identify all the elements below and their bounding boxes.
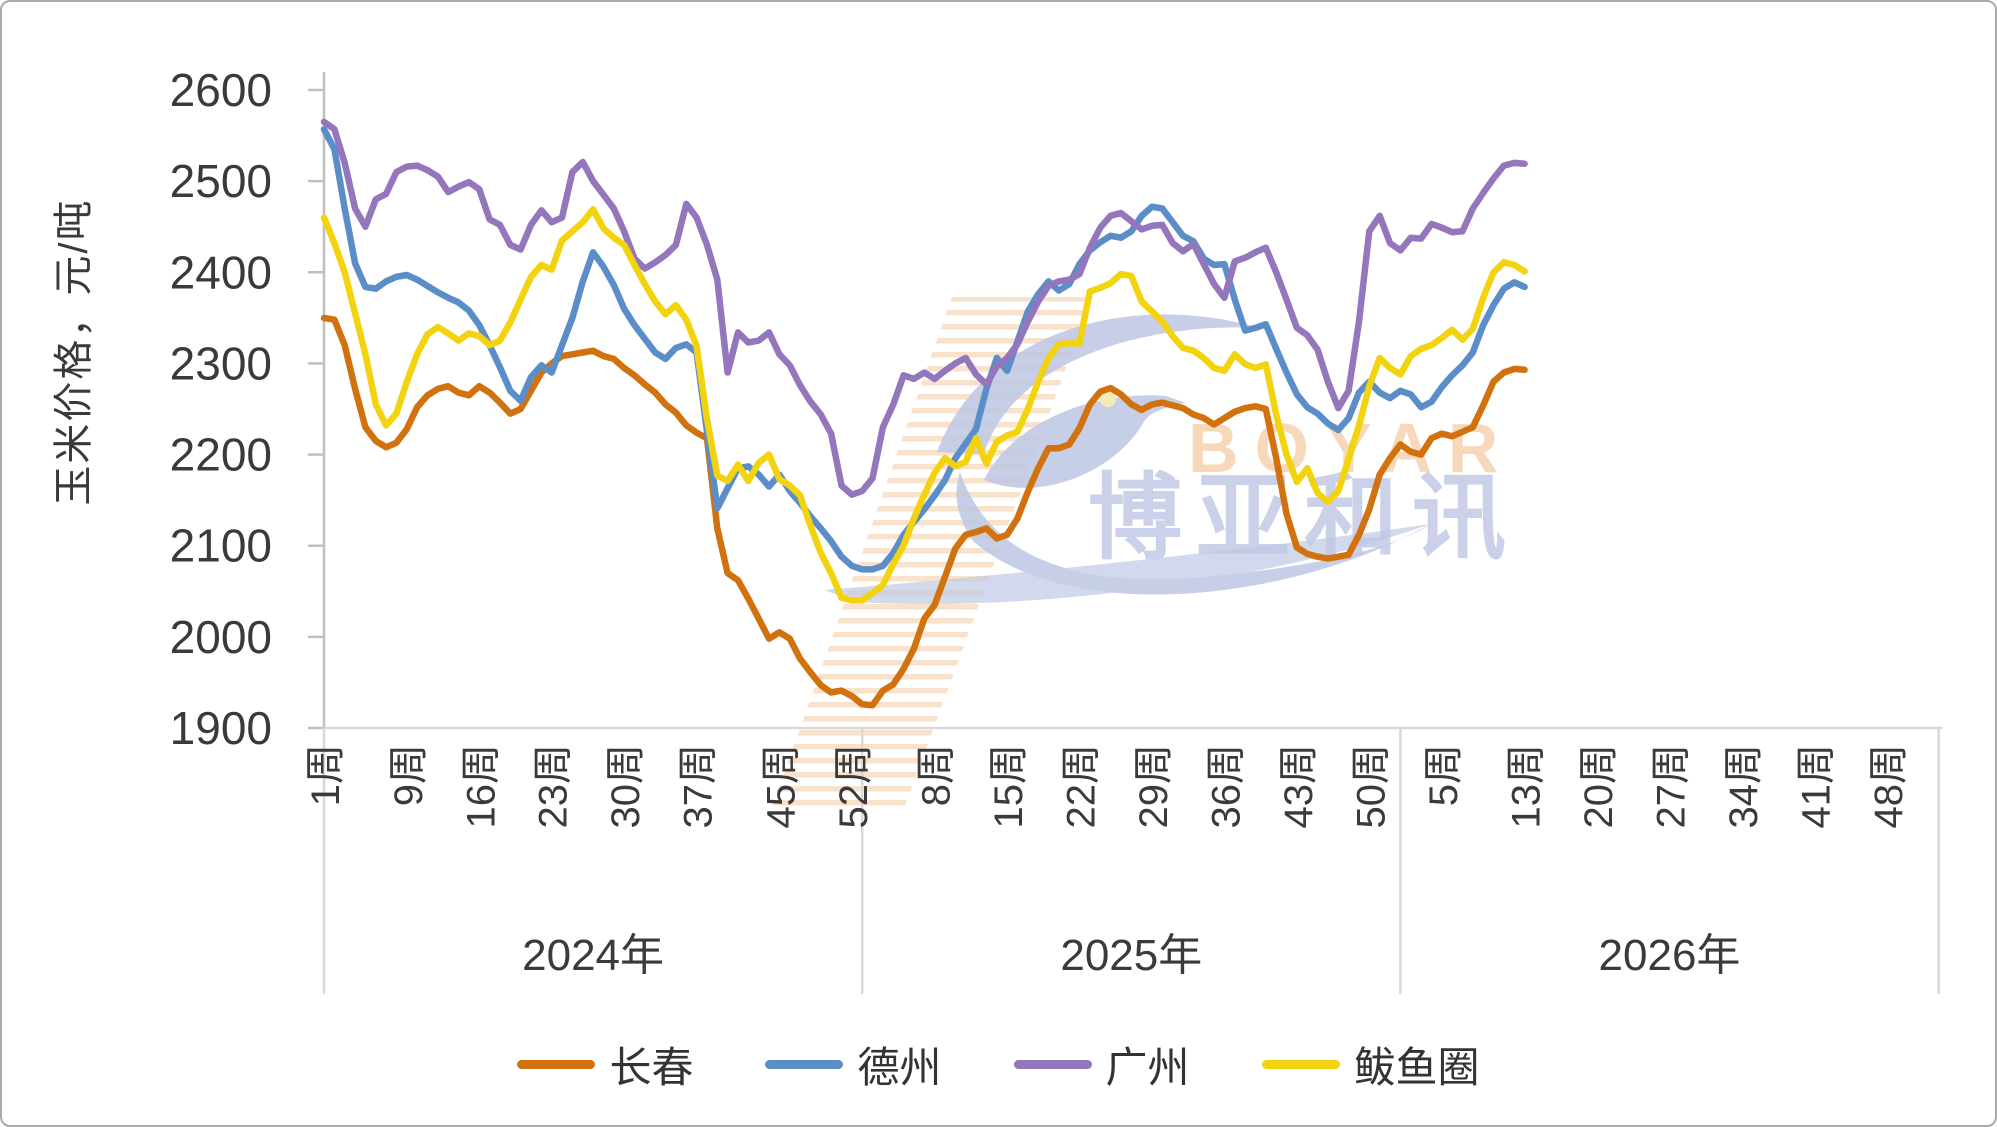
legend-item-bayuquan: 鲅鱼圈 — [1261, 1034, 1480, 1095]
legend-label-guangzhou: 广州 — [1105, 1044, 1190, 1091]
y-tick-label: 2600 — [170, 64, 272, 116]
x-tick-label: 48周 — [1867, 744, 1911, 829]
dezhou-line-swatch — [765, 1060, 844, 1069]
series-line-bayuquan — [320, 206, 1528, 604]
watermark: BOYAR 博亚和讯 — [770, 297, 1506, 814]
watermark-stripes — [770, 297, 1092, 814]
x-tick-label: 36周 — [1204, 744, 1248, 829]
legend-label-changchun: 长春 — [609, 1044, 694, 1091]
x-tick-label: 34周 — [1722, 744, 1766, 829]
changchun-line-swatch — [517, 1060, 596, 1069]
bird-eye — [1100, 391, 1116, 407]
x-tick-label: 1周 — [304, 744, 348, 806]
x-tick-label: 45周 — [759, 744, 803, 829]
series-line-guangzhou — [320, 118, 1528, 498]
bayuquan-line-swatch — [1261, 1060, 1340, 1069]
x-tick-label: 27周 — [1650, 744, 1694, 829]
y-tick-label: 2400 — [170, 246, 272, 298]
x-tick-label: 20周 — [1577, 744, 1621, 829]
x-tick-label: 29周 — [1132, 744, 1176, 829]
x-tick-label: 16周 — [459, 744, 503, 829]
x-tick-label: 22周 — [1060, 744, 1104, 829]
x-tick-label: 8周 — [915, 744, 959, 806]
x-tick-label: 13周 — [1505, 744, 1549, 829]
legend-item-changchun: 长春 — [517, 1034, 693, 1095]
x-tick-label: 43周 — [1277, 744, 1321, 829]
legend: 长春 德州 广州 鲅鱼圈 — [2, 1034, 1995, 1095]
x-tick-label: 9周 — [387, 744, 431, 806]
y-tick-label: 2000 — [170, 611, 272, 663]
x-tick-label: 15周 — [987, 744, 1031, 829]
year-label: 2026年 — [1599, 931, 1741, 980]
x-tick-label: 50周 — [1349, 744, 1393, 829]
x-tick-label: 30周 — [604, 744, 648, 829]
x-tick-label: 23周 — [532, 744, 576, 829]
y-axis-title: 玉米价格，元/吨 — [52, 198, 96, 506]
y-tick-label: 1900 — [170, 702, 272, 754]
x-tick-label: 37周 — [677, 744, 721, 829]
guangzhou-line-swatch — [1013, 1060, 1092, 1069]
series-line-changchun — [320, 314, 1528, 709]
y-tick-label: 2100 — [170, 520, 272, 572]
legend-item-guangzhou: 广州 — [1013, 1034, 1190, 1095]
y-tick-label: 2200 — [170, 429, 272, 481]
y-tick-label: 2300 — [170, 337, 272, 389]
legend-label-dezhou: 德州 — [857, 1044, 942, 1091]
x-tick-label: 5周 — [1422, 744, 1466, 806]
year-label: 2025年 — [1060, 931, 1202, 980]
x-tick-label: 52周 — [832, 744, 876, 829]
axis-labels: 1900 2000 2100 2200 2300 2400 2500 2600 1周 9周 16周 2… — [170, 64, 1911, 980]
y-tick-label: 2500 — [170, 155, 272, 207]
legend-item-dezhou: 德州 — [765, 1034, 942, 1095]
series-lines — [320, 118, 1528, 709]
legend-label-bayuquan: 鲅鱼圈 — [1353, 1044, 1480, 1091]
year-label: 2024年 — [522, 931, 664, 980]
series-line-dezhou — [320, 125, 1528, 573]
axes — [308, 72, 1943, 994]
x-tick-label: 41周 — [1794, 744, 1838, 829]
